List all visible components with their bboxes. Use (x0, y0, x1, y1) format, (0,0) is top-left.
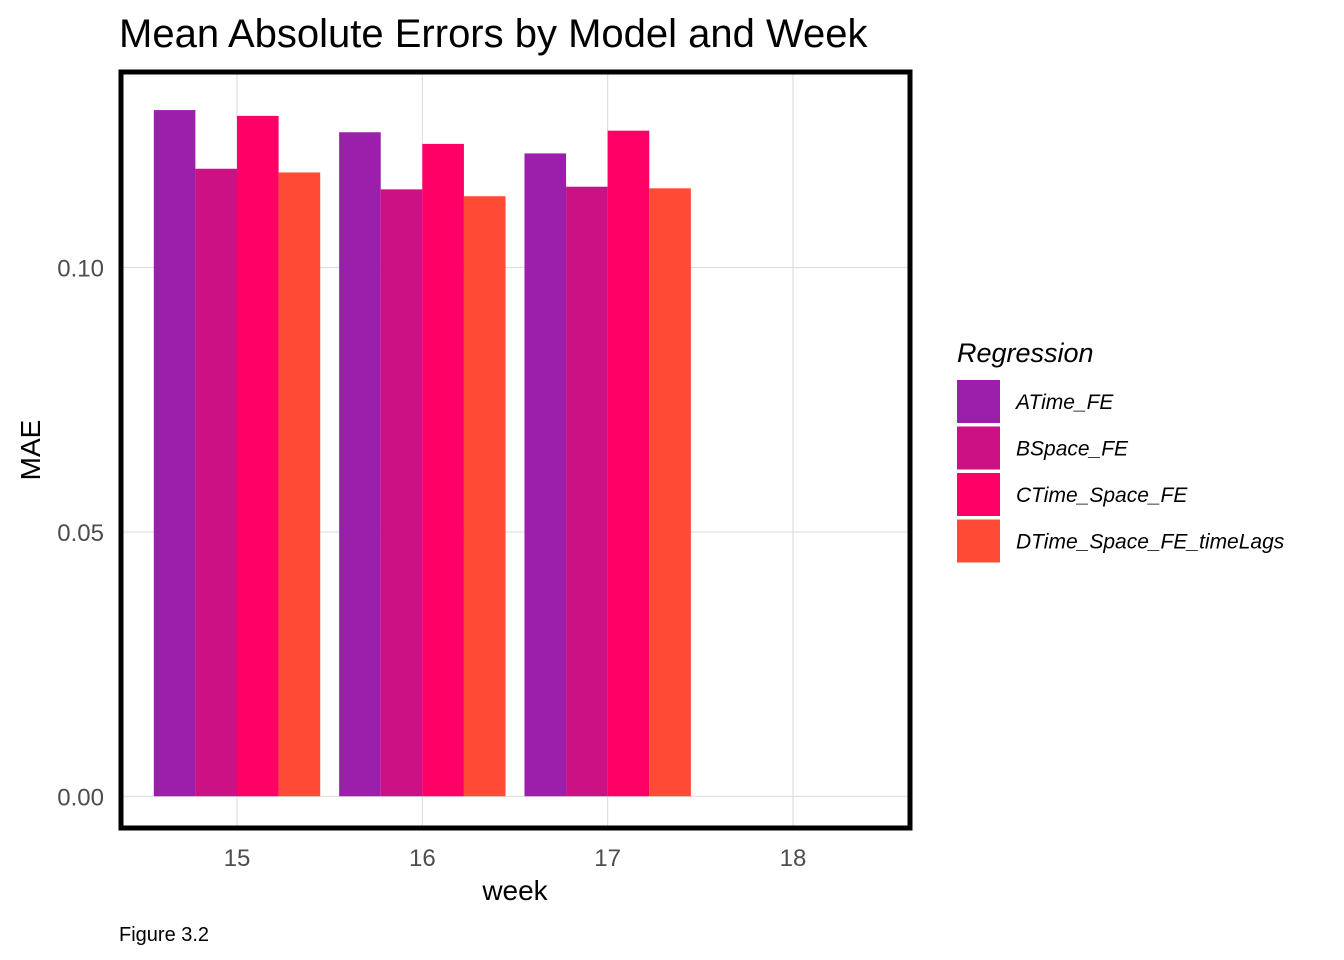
x-tick-label: 18 (780, 845, 807, 872)
bar-BSpace_FE-week-15 (195, 168, 237, 797)
legend: Regression ATime_FE BSpace_FE CTime_Space_… (957, 338, 1285, 563)
x-axis-ticks: 15 16 17 18 (224, 845, 807, 872)
y-tick-label: 0.10 (57, 256, 104, 283)
bar-DTime_Space_FE_timeLags-week-15 (278, 172, 321, 797)
bar-BSpace_FE-week-17 (566, 186, 608, 797)
figure-caption: Figure 3.2 (119, 924, 209, 946)
legend-label: BSpace_FE (1016, 438, 1129, 461)
bar-CTime_Space_FE-week-15 (237, 115, 279, 797)
bar-ATime_FE-week-16 (339, 132, 381, 797)
legend-label: DTime_Space_FE_timeLags (1016, 531, 1285, 554)
bar-CTime_Space_FE-week-16 (422, 143, 464, 797)
bar-DTime_Space_FE_timeLags-week-16 (463, 196, 506, 797)
y-axis-title: MAE (15, 420, 46, 481)
chart-title: Mean Absolute Errors by Model and Week (119, 12, 869, 56)
bars (153, 110, 691, 797)
bar-ATime_FE-week-17 (524, 153, 567, 797)
bar-DTime_Space_FE_timeLags-week-17 (649, 188, 691, 797)
panel-border (118, 69, 913, 831)
legend-swatch (957, 426, 1000, 470)
legend-label: CTime_Space_FE (1016, 484, 1188, 507)
y-axis-ticks: 0.00 0.05 0.10 (57, 256, 104, 812)
legend-swatch (957, 473, 1000, 516)
legend-swatch (957, 519, 1000, 563)
y-tick-label: 0.05 (57, 520, 104, 547)
bar-ATime_FE-week-15 (153, 110, 196, 797)
x-axis-title: week (481, 875, 548, 906)
bar-BSpace_FE-week-16 (380, 189, 423, 797)
x-tick-label: 15 (224, 845, 251, 872)
legend-title: Regression (957, 338, 1094, 368)
x-tick-label: 16 (409, 845, 436, 872)
y-tick-label: 0.00 (57, 784, 104, 811)
bar-CTime_Space_FE-week-17 (607, 130, 650, 797)
legend-items: ATime_FE BSpace_FE CTime_Space_FE DTime_Spa… (957, 380, 1285, 563)
x-tick-label: 17 (594, 845, 621, 872)
legend-swatch (957, 380, 1000, 423)
legend-label: ATime_FE (1014, 391, 1114, 414)
